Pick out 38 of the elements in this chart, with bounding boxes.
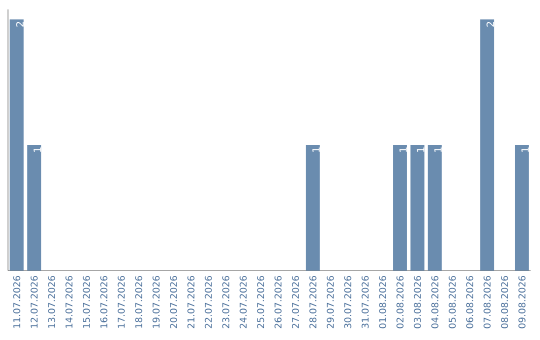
x-tick-label: 11.07.2026 (13, 276, 20, 328)
x-tick-label: 09.08.2026 (518, 276, 526, 328)
x-tick-label: 26.07.2026 (274, 276, 282, 328)
x-tick-label: 20.07.2026 (170, 276, 178, 328)
data-label: 2 (16, 22, 24, 27)
x-tick-label: 30.07.2026 (344, 276, 352, 328)
x-tick-label: 23.07.2026 (222, 276, 230, 328)
x-tick-label: 14.07.2026 (65, 276, 72, 328)
x-tick-label: 18.07.2026 (135, 276, 142, 328)
x-tick-label: 03.08.2026 (414, 276, 421, 328)
x-tick-label: 25.07.2026 (257, 276, 264, 328)
x-tick-label: 13.07.2026 (48, 276, 56, 328)
x-tick-label: 28.07.2026 (309, 276, 316, 328)
x-tick-label: 05.08.2026 (448, 276, 456, 328)
x-tick-label: 17.07.2026 (118, 276, 125, 328)
x-tick-label: 19.07.2026 (152, 276, 160, 328)
data-label: 2 (486, 22, 494, 27)
data-label: 1 (434, 148, 442, 152)
x-tick-label: 24.07.2026 (240, 276, 247, 328)
x-tick-label: 06.08.2026 (466, 276, 474, 328)
x-tick-label: 12.07.2026 (30, 276, 38, 328)
data-label: 1 (34, 148, 41, 152)
x-tick-label: 21.07.2026 (187, 276, 194, 328)
data-label: 1 (521, 148, 529, 152)
data-label: 1 (312, 148, 320, 152)
data-label: 1 (416, 148, 424, 152)
x-tick-label: 22.07.2026 (204, 276, 212, 328)
x-tick-label: 01.08.2026 (379, 276, 386, 328)
data-label: 1 (400, 148, 407, 152)
x-tick-label: 08.08.2026 (501, 276, 508, 328)
x-tick-label: 07.08.2026 (484, 276, 491, 328)
x-tick-label: 02.08.2026 (396, 276, 404, 328)
x-tick-label: 29.07.2026 (326, 276, 334, 328)
x-tick-label: 31.07.2026 (362, 276, 369, 328)
x-tick-label: 27.07.2026 (292, 276, 299, 328)
x-tick-label: 04.08.2026 (431, 276, 438, 328)
x-tick-label: 15.07.2026 (82, 276, 90, 328)
x-tick-label: 16.07.2026 (100, 276, 108, 328)
